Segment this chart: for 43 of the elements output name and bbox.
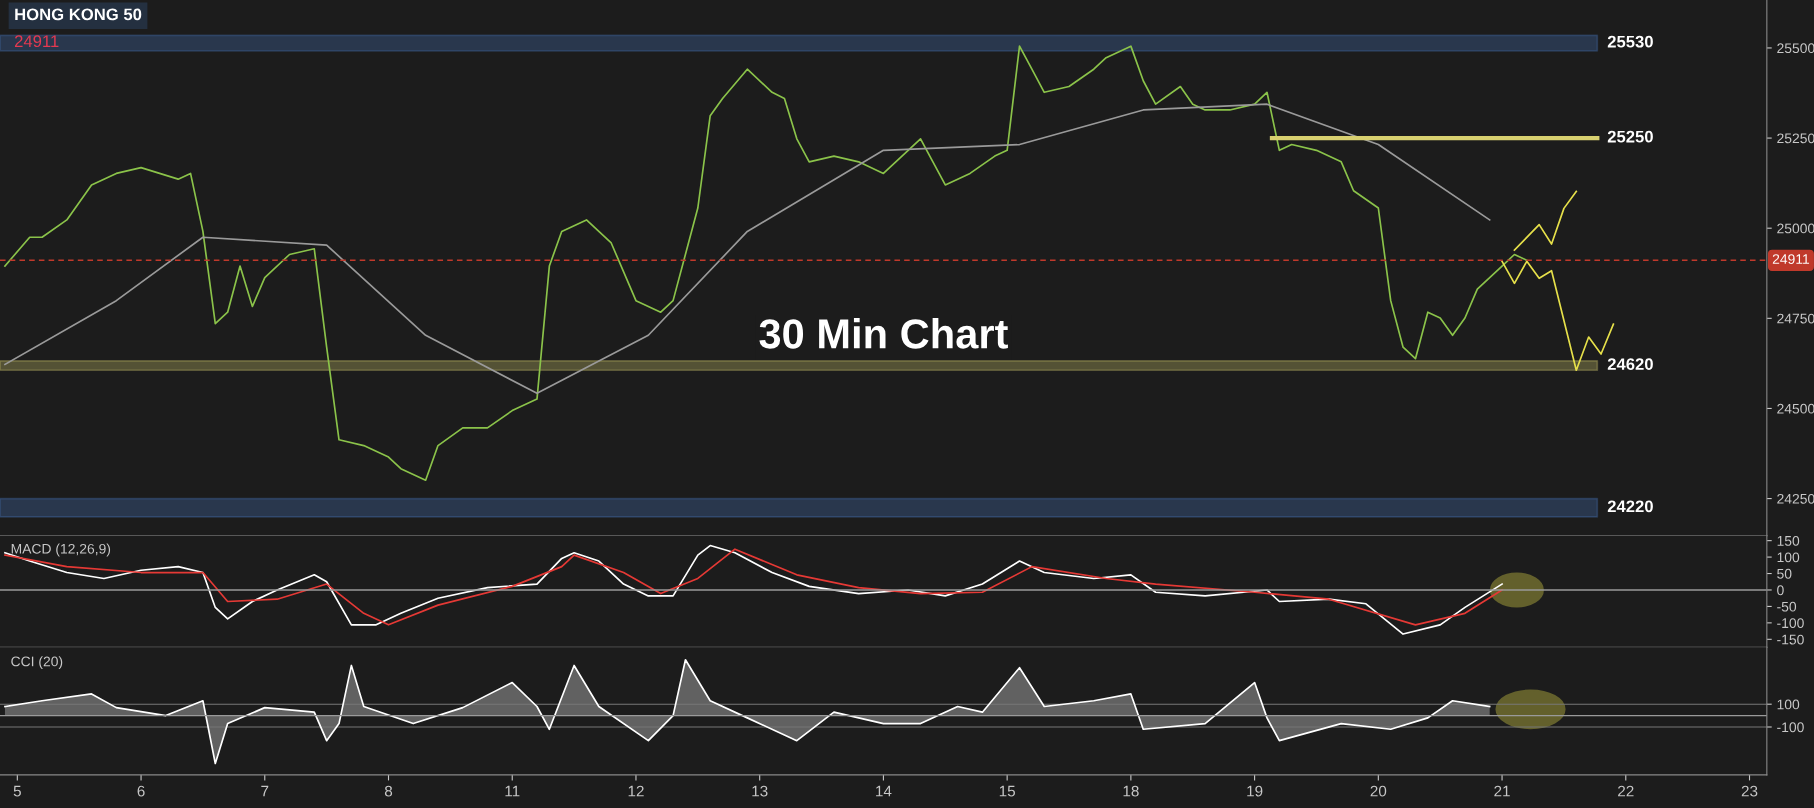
y-tick-label: 100 xyxy=(1777,552,1800,563)
y-tick-label: -100 xyxy=(1777,618,1804,629)
band-label: 25530 xyxy=(1607,35,1653,48)
annotation: 30 Min Chart xyxy=(759,318,1008,349)
line-series xyxy=(4,103,1491,395)
y-tick-label: 24250 xyxy=(1777,493,1814,504)
y-tick-label: -150 xyxy=(1777,634,1804,645)
x-tick-label: 21 xyxy=(1494,785,1510,797)
x-tick-label: 13 xyxy=(752,785,768,797)
y-tick-label: 50 xyxy=(1777,568,1792,579)
y-tick-label: -50 xyxy=(1777,601,1797,612)
y-tick-label: 25250 xyxy=(1777,133,1814,144)
x-tick-label: 23 xyxy=(1741,785,1758,797)
line-series xyxy=(1513,190,1578,252)
x-tick-label: 5 xyxy=(13,785,21,797)
text: 24911 xyxy=(14,35,59,48)
text: MACD (12,26,9) xyxy=(11,543,111,557)
band-label: 24220 xyxy=(1607,500,1653,513)
y-tick-label: 0 xyxy=(1777,585,1784,596)
y-tick-label: 24750 xyxy=(1777,313,1814,324)
x-tick-label: 20 xyxy=(1370,785,1387,797)
y-tick-label: 25500 xyxy=(1777,43,1814,54)
y-tick-label: 24500 xyxy=(1777,403,1814,414)
x-tick-label: 6 xyxy=(137,785,145,797)
y-tick-label: 100 xyxy=(1777,699,1800,710)
ref-line-label: 24911 xyxy=(1772,254,1810,265)
x-tick-label: 22 xyxy=(1618,785,1634,797)
line-series xyxy=(4,45,1528,482)
chart-title: HONG KONG 50 xyxy=(15,8,142,21)
x-tick-label: 15 xyxy=(999,785,1015,797)
y-tick-label: 25000 xyxy=(1777,223,1814,234)
text: CCI (20) xyxy=(11,656,63,670)
x-tick-label: 12 xyxy=(628,785,644,797)
x-tick-label: 18 xyxy=(1123,785,1139,797)
y-tick-label: 150 xyxy=(1777,535,1800,546)
x-tick-label: 8 xyxy=(384,785,393,797)
ref-line-label: 25250 xyxy=(1607,130,1653,143)
x-tick-label: 14 xyxy=(876,785,892,797)
band-label: 24620 xyxy=(1607,358,1653,371)
x-tick-label: 11 xyxy=(505,785,520,797)
x-tick-label: 7 xyxy=(261,785,269,797)
y-tick-label: -100 xyxy=(1777,722,1804,733)
x-tick-label: 19 xyxy=(1247,785,1263,797)
